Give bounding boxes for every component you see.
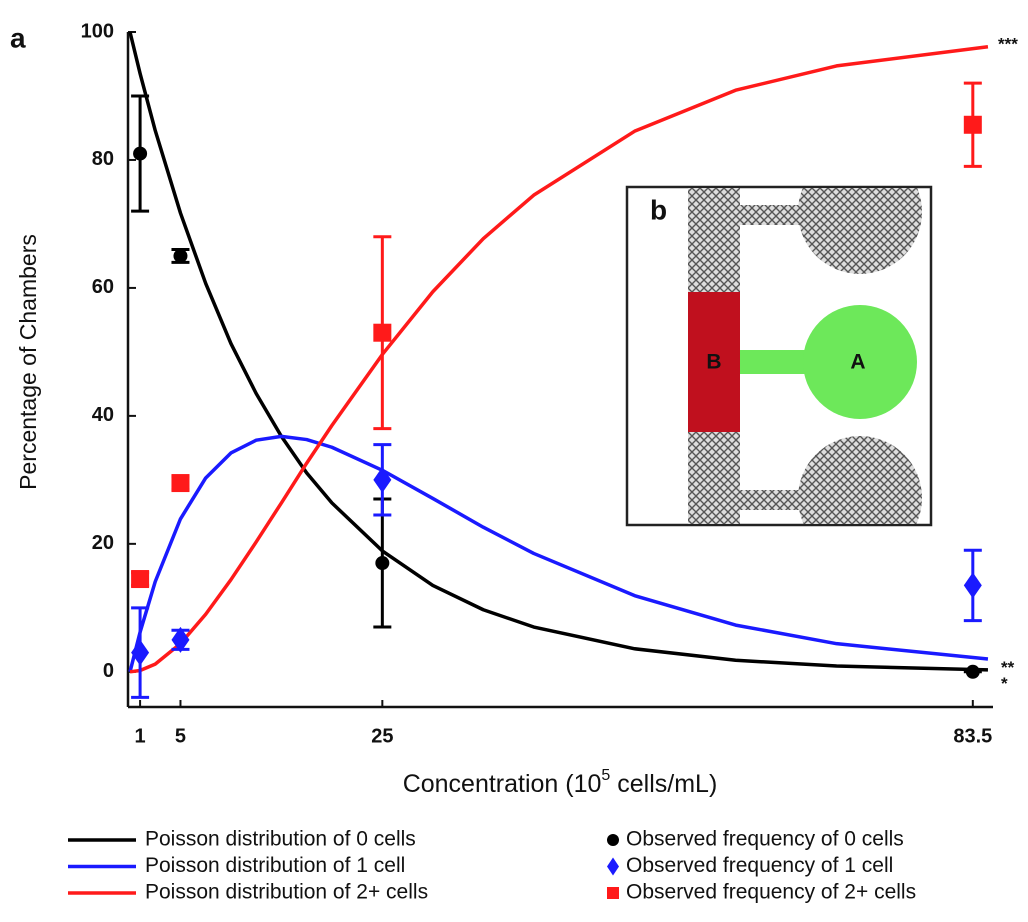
legend-label: Observed frequency of 2+ cells	[626, 881, 916, 904]
annotation: *	[1001, 674, 1008, 693]
region-label: A	[850, 351, 865, 374]
legend-swatch	[607, 834, 619, 846]
y-axis-label: Percentage of Chambers	[15, 234, 41, 490]
x-tick-label: 25	[371, 725, 393, 747]
point	[375, 556, 390, 571]
x-axis-label: Concentration (105 cells/mL)	[403, 767, 718, 797]
y-tick-label: 40	[92, 404, 114, 426]
inset-label: b	[650, 194, 667, 225]
annotation: **	[1001, 658, 1015, 677]
region-a	[803, 305, 917, 419]
region-label: B	[706, 351, 721, 374]
channel	[740, 490, 800, 510]
point	[131, 639, 150, 666]
curve	[129, 44, 989, 674]
legend-label: Observed frequency of 1 cell	[626, 854, 893, 877]
y-tick-label: 100	[81, 20, 114, 42]
point	[963, 115, 982, 134]
legend-label: Poisson distribution of 2+ cells	[145, 881, 428, 904]
point	[131, 570, 150, 589]
x-tick-label: 5	[175, 725, 186, 747]
x-label-text: cells/mL)	[610, 770, 717, 798]
point	[373, 466, 392, 493]
x-tick-label: 83.5	[953, 725, 992, 747]
panel-label: a	[10, 22, 26, 53]
point	[963, 572, 982, 599]
chamber	[798, 188, 922, 274]
point	[965, 664, 980, 679]
x-label-text: Concentration (10	[403, 770, 602, 798]
legend-swatch	[607, 857, 619, 876]
legend-label: Poisson distribution of 0 cells	[145, 828, 416, 851]
legend-swatch	[607, 887, 619, 899]
point	[133, 146, 148, 161]
connector	[740, 350, 806, 374]
inset: b B A	[625, 185, 933, 527]
point	[173, 248, 188, 263]
y-tick-label: 80	[92, 148, 114, 170]
y-tick-label: 60	[92, 276, 114, 298]
point	[373, 323, 392, 342]
channel	[740, 205, 800, 225]
x-label-sup: 5	[601, 767, 610, 784]
point	[171, 626, 190, 653]
legend-label: Observed frequency of 0 cells	[626, 828, 904, 851]
curve	[128, 31, 988, 672]
x-tick-label: 1	[135, 725, 146, 747]
annotation: ***	[998, 34, 1018, 53]
y-tick-label: 0	[103, 660, 114, 682]
point	[171, 474, 190, 493]
legend-label: Poisson distribution of 1 cell	[145, 854, 405, 877]
chamber	[798, 436, 922, 524]
inset-diagram	[688, 188, 922, 524]
y-tick-label: 20	[92, 532, 114, 554]
region-b	[688, 292, 740, 432]
